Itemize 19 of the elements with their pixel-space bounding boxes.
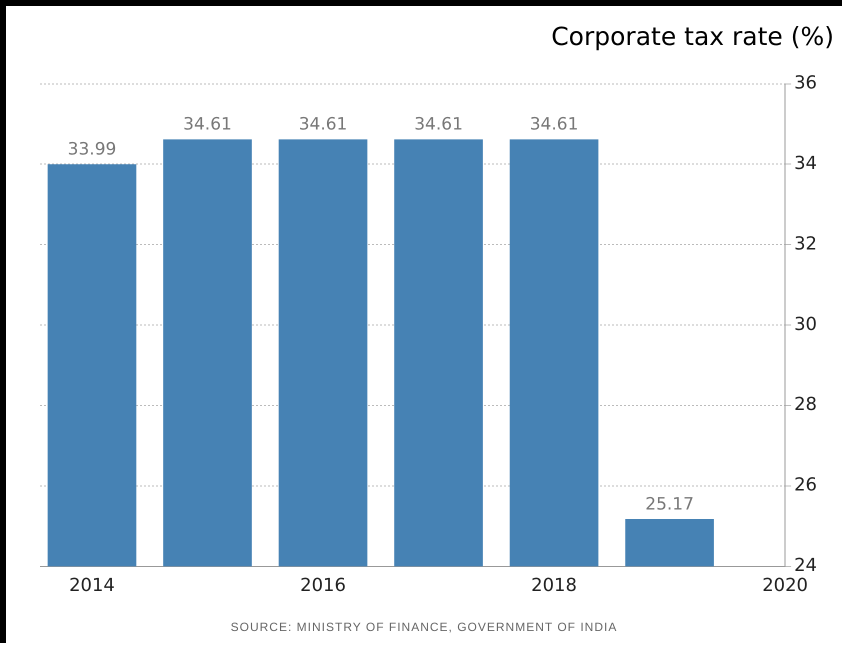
chart-title: Corporate tax rate (%) (551, 22, 834, 51)
data-label: 34.61 (530, 114, 578, 135)
y-tick-label: 24 (794, 555, 817, 576)
x-tick-label: 2016 (300, 574, 346, 596)
y-tick-label: 30 (794, 314, 817, 335)
data-label: 34.61 (414, 114, 463, 135)
data-label: 34.61 (298, 114, 348, 135)
source-note: SOURCE: MINISTRY OF FINANCE, GOVERNMENT OF INDIA (230, 620, 618, 634)
y-tick-label: 28 (794, 394, 817, 416)
y-tick-label: 26 (794, 474, 817, 496)
data-label: 33.99 (68, 140, 116, 160)
y-tick-label: 34 (794, 152, 817, 174)
data-label: 25.17 (645, 494, 694, 514)
y-tick-label: 36 (794, 72, 817, 94)
x-tick-label: 2020 (762, 574, 808, 596)
x-tick-label: 2018 (531, 574, 577, 596)
data-label: 34.61 (183, 114, 232, 135)
y-tick-label: 32 (794, 233, 817, 254)
x-tick-label: 2014 (69, 574, 115, 596)
